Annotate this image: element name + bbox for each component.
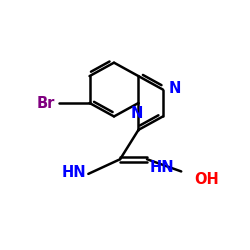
Text: HN: HN <box>61 165 86 180</box>
Text: N: N <box>168 81 181 96</box>
Text: OH: OH <box>195 172 220 187</box>
Text: N: N <box>131 106 143 121</box>
Text: HN: HN <box>150 160 174 174</box>
Text: Br: Br <box>37 96 55 110</box>
